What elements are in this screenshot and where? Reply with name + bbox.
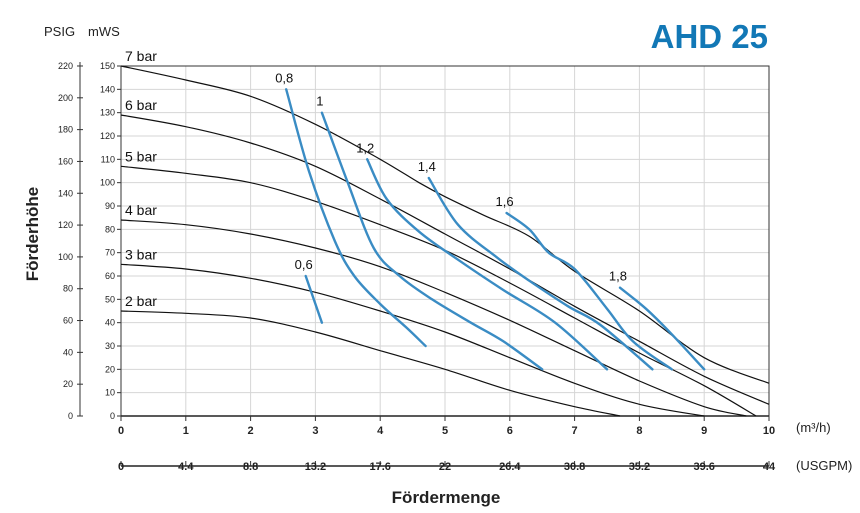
y-tick-label-mws: 40 [105,318,115,328]
y-tick-label-psig: 180 [58,125,73,135]
pressure-curve-5-bar [120,165,757,417]
pressure-label-3-bar: 3 bar [125,246,157,262]
pressure-curve-3-bar [120,263,705,417]
chart-title: AHD 25 [651,18,768,55]
air-label-1-8: 1,8 [609,269,627,284]
air-label-1-6: 1,6 [496,194,514,209]
air-curve-1-4 [427,176,654,371]
x-ticks-m3h: 0 1 2 3 4 5 6 7 8 9 10 [118,416,775,437]
y-tick-label-mws: 70 [105,248,115,258]
y-tick-label-mws: 120 [100,131,115,141]
x-tick-label: 5 [442,425,448,437]
y-tick-label-mws: 90 [105,201,115,211]
y-tick-label-psig: 0 [68,411,73,421]
x2-tick-label: 8.8 [243,461,258,473]
y-ticks-psig: 0 20 40 60 80 100 120 140 160 180 200 220 [58,61,83,421]
y-tick-label-psig: 100 [58,252,73,262]
y-tick-label-psig: 80 [63,284,73,294]
air-curve-1 [320,111,544,371]
y-tick-label-mws: 0 [110,411,115,421]
pressure-label-2-bar: 2 bar [125,293,157,309]
pressure-label-6-bar: 6 bar [125,97,157,113]
y-tick-label-mws: 30 [105,341,115,351]
pressure-label-7-bar: 7 bar [125,48,157,64]
x-unit-m3h: (m³/h) [796,420,831,435]
x2-tick-label: 30.8 [564,461,585,473]
air-consumption-curves: 0,6 0,8 1 1,2 1,4 1,6 1,8 [275,70,706,371]
y-tick-label-psig: 140 [58,188,73,198]
air-curve-0-6 [304,274,324,324]
y-tick-label-psig: 120 [58,220,73,230]
air-label-0-6: 0,6 [295,257,313,272]
pressure-curve-4-bar [120,219,747,417]
x2-tick-label: 35.2 [629,461,650,473]
y-axis-title: Förderhöhe [23,187,42,281]
air-label-1: 1 [316,94,323,109]
x2-tick-label: 44 [763,461,776,473]
air-curve-0-8 [285,88,427,348]
y-tick-label-psig: 200 [58,93,73,103]
y-ticks-mws: 0 10 20 30 40 50 60 70 80 90 100 110 120 130 140 150 [100,61,121,421]
air-label-1-2: 1,2 [356,140,374,155]
y-tick-label-psig: 20 [63,379,73,389]
y-tick-label-mws: 60 [105,271,115,281]
x2-tick-label: 22 [439,461,451,473]
x2-tick-label: 0 [118,461,124,473]
x-tick-label: 0 [118,425,124,437]
y-tick-label-psig: 160 [58,156,73,166]
x-axis-title: Fördermenge [392,488,501,507]
x-tick-label: 1 [183,425,189,437]
pressure-label-4-bar: 4 bar [125,202,157,218]
y-tick-label-mws: 150 [100,61,115,71]
y-tick-label-mws: 20 [105,364,115,374]
pressure-curve-6-bar [120,114,770,405]
y-tick-label-mws: 100 [100,178,115,188]
air-label-0-8: 0,8 [275,70,293,85]
x2-tick-label: 13.2 [305,461,326,473]
x-tick-label: 3 [312,425,318,437]
air-label-1-4: 1,4 [418,159,436,174]
x-tick-label: 7 [572,425,578,437]
y-tick-label-mws: 80 [105,224,115,234]
y-tick-label-psig: 40 [63,347,73,357]
x-tick-label: 8 [636,425,642,437]
x-tick-label: 10 [763,425,775,437]
grid [120,65,770,417]
x-tick-label: 6 [507,425,513,437]
x-tick-label: 4 [377,425,384,437]
y-tick-label-psig: 60 [63,316,73,326]
y-tick-label-mws: 10 [105,388,115,398]
air-curve-1-6 [505,211,673,371]
y-tick-label-mws: 140 [100,84,115,94]
pressure-label-5-bar: 5 bar [125,148,157,164]
x2-tick-label: 4.4 [178,461,194,473]
pressure-curves: 7 bar 6 bar 5 bar 4 bar 3 bar 2 bar [120,48,770,417]
x-tick-label: 9 [701,425,707,437]
y-tick-label-psig: 220 [58,61,73,71]
x2-tick-label: 26.4 [499,461,521,473]
x-unit-usgpm: (USGPM) [796,458,852,473]
pressure-curve-2-bar [120,310,621,417]
x-tick-label: 2 [248,425,254,437]
air-curve-1-8 [618,286,706,371]
air-curve-1-2 [366,158,609,371]
y-tick-label-mws: 110 [101,154,115,164]
y-unit-psig: PSIG [44,24,75,39]
y-tick-label-mws: 130 [100,108,115,118]
x2-tick-label: 17.6 [369,461,390,473]
x2-tick-label: 39.6 [693,461,714,473]
x-ticks-usgpm: 0 4.4 8.8 13.2 17.6 22 26.4 30.8 35.2 39.6 44 [118,461,776,473]
y-unit-mws: mWS [88,24,120,39]
plot-frame [79,62,770,467]
pressure-curve-7-bar [120,65,770,384]
y-tick-label-mws: 50 [105,294,115,304]
